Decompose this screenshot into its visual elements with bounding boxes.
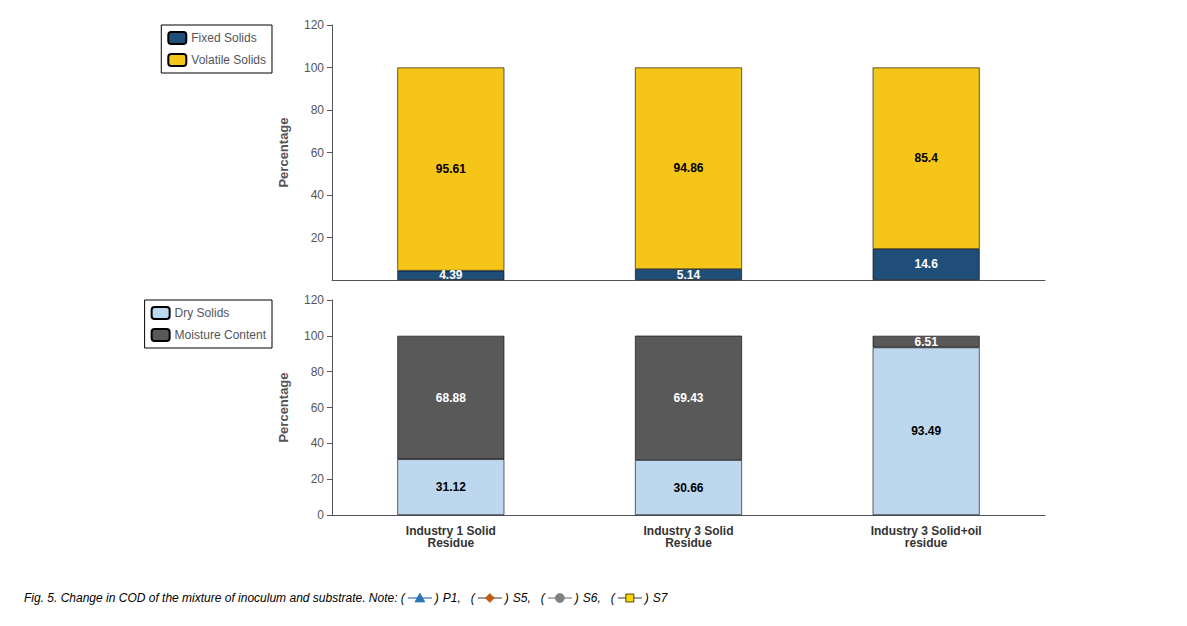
svg-text:Residue: Residue: [665, 536, 712, 550]
svg-text:6.51: 6.51: [914, 335, 938, 349]
svg-text:Percentage: Percentage: [276, 372, 291, 442]
svg-text:60: 60: [311, 401, 325, 415]
svg-text:40: 40: [311, 188, 325, 202]
svg-text:(: (: [401, 591, 407, 605]
svg-text:20: 20: [311, 231, 325, 245]
svg-text:Fixed Solids: Fixed Solids: [191, 31, 256, 45]
svg-text:S6,: S6,: [583, 591, 601, 605]
svg-text:S7: S7: [653, 591, 669, 605]
svg-text:120: 120: [304, 293, 324, 307]
svg-text:5.14: 5.14: [677, 268, 701, 282]
svg-text:68.88: 68.88: [436, 391, 466, 405]
svg-text:120: 120: [304, 18, 324, 32]
svg-text:95.61: 95.61: [436, 162, 466, 176]
svg-text:14.6: 14.6: [914, 257, 938, 271]
svg-text:100: 100: [304, 61, 324, 75]
svg-text:40: 40: [311, 436, 325, 450]
svg-text:(: (: [611, 591, 617, 605]
svg-text:0: 0: [317, 508, 324, 522]
svg-text:93.49: 93.49: [911, 424, 941, 438]
svg-text:Residue: Residue: [427, 536, 474, 550]
svg-text:Volatile Solids: Volatile Solids: [191, 53, 266, 67]
svg-text:residue: residue: [905, 536, 948, 550]
svg-text:Percentage: Percentage: [276, 117, 291, 187]
svg-text:100: 100: [304, 329, 324, 343]
svg-text:69.43: 69.43: [673, 391, 703, 405]
svg-text:30.66: 30.66: [673, 481, 703, 495]
svg-text:Industry 3 Solid: Industry 3 Solid: [643, 524, 734, 538]
svg-text:Dry Solids: Dry Solids: [175, 306, 230, 320]
svg-text:S5,: S5,: [513, 591, 531, 605]
svg-text:80: 80: [311, 103, 325, 117]
svg-text:31.12: 31.12: [436, 480, 466, 494]
svg-text:85.4: 85.4: [914, 151, 938, 165]
svg-text:): ): [503, 591, 509, 605]
svg-text:(: (: [541, 591, 547, 605]
svg-text:94.86: 94.86: [673, 161, 703, 175]
svg-text:Industry 1 Solid: Industry 1 Solid: [405, 524, 496, 538]
svg-text:P1,: P1,: [443, 591, 461, 605]
svg-text:20: 20: [311, 472, 325, 486]
svg-text:Industry 3 Solid+oil: Industry 3 Solid+oil: [870, 524, 982, 538]
svg-text:Moisture Content: Moisture Content: [175, 328, 267, 342]
svg-text:4.39: 4.39: [439, 268, 463, 282]
svg-text:Fig. 5. Change in COD of the m: Fig. 5. Change in COD of the mixture of …: [24, 591, 401, 605]
svg-text:): ): [573, 591, 579, 605]
svg-text:): ): [433, 591, 439, 605]
svg-text:(: (: [471, 591, 477, 605]
svg-text:80: 80: [311, 365, 325, 379]
svg-text:60: 60: [311, 146, 325, 160]
svg-text:): ): [643, 591, 649, 605]
